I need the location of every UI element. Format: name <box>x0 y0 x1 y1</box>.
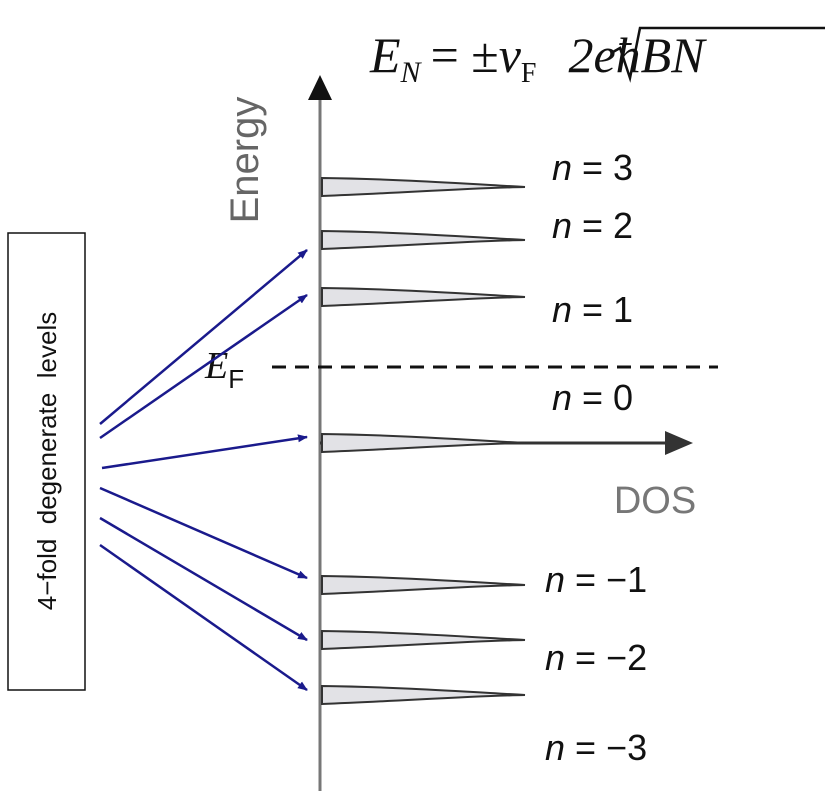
level-var: n <box>545 727 565 768</box>
level-var: n <box>552 289 572 330</box>
level-var: n <box>545 559 565 600</box>
level-label: n= 3 <box>552 147 633 188</box>
level-var: n <box>552 377 572 418</box>
box-label: 4−fold degenerate levels <box>32 312 62 611</box>
formula-lhs-sub: N <box>400 56 423 89</box>
level-label: n= −1 <box>545 559 647 600</box>
fermi-sub: F <box>228 364 244 394</box>
level-label: n= 2 <box>552 205 633 246</box>
level-var: n <box>545 637 565 678</box>
level-rhs: = 2 <box>582 205 633 246</box>
formula-operator: = ± <box>431 27 499 83</box>
page: EN= ±vF2eħBN Energy DOS EF 4−fold degene… <box>0 0 835 791</box>
background <box>0 0 835 791</box>
x-axis-label: DOS <box>614 480 696 522</box>
level-label: n= −2 <box>545 637 647 678</box>
level-rhs: = 1 <box>582 289 633 330</box>
level-rhs: = −2 <box>575 637 647 678</box>
level-label: n= −3 <box>545 727 647 768</box>
level-rhs: = 3 <box>582 147 633 188</box>
diagram: EN= ±vF2eħBN Energy DOS EF 4−fold degene… <box>0 0 835 791</box>
formula-velocity: v <box>499 27 522 83</box>
level-rhs: = 0 <box>582 377 633 418</box>
formula-velocity-sub: F <box>521 58 537 89</box>
y-axis-label: Energy <box>223 97 267 224</box>
formula-lhs: E <box>369 27 401 83</box>
level-var: n <box>552 147 572 188</box>
level-var: n <box>552 205 572 246</box>
level-label: n= 1 <box>552 289 633 330</box>
level-rhs: = −3 <box>575 727 647 768</box>
level-rhs: = −1 <box>575 559 647 600</box>
level-label: n= 0 <box>552 377 633 418</box>
